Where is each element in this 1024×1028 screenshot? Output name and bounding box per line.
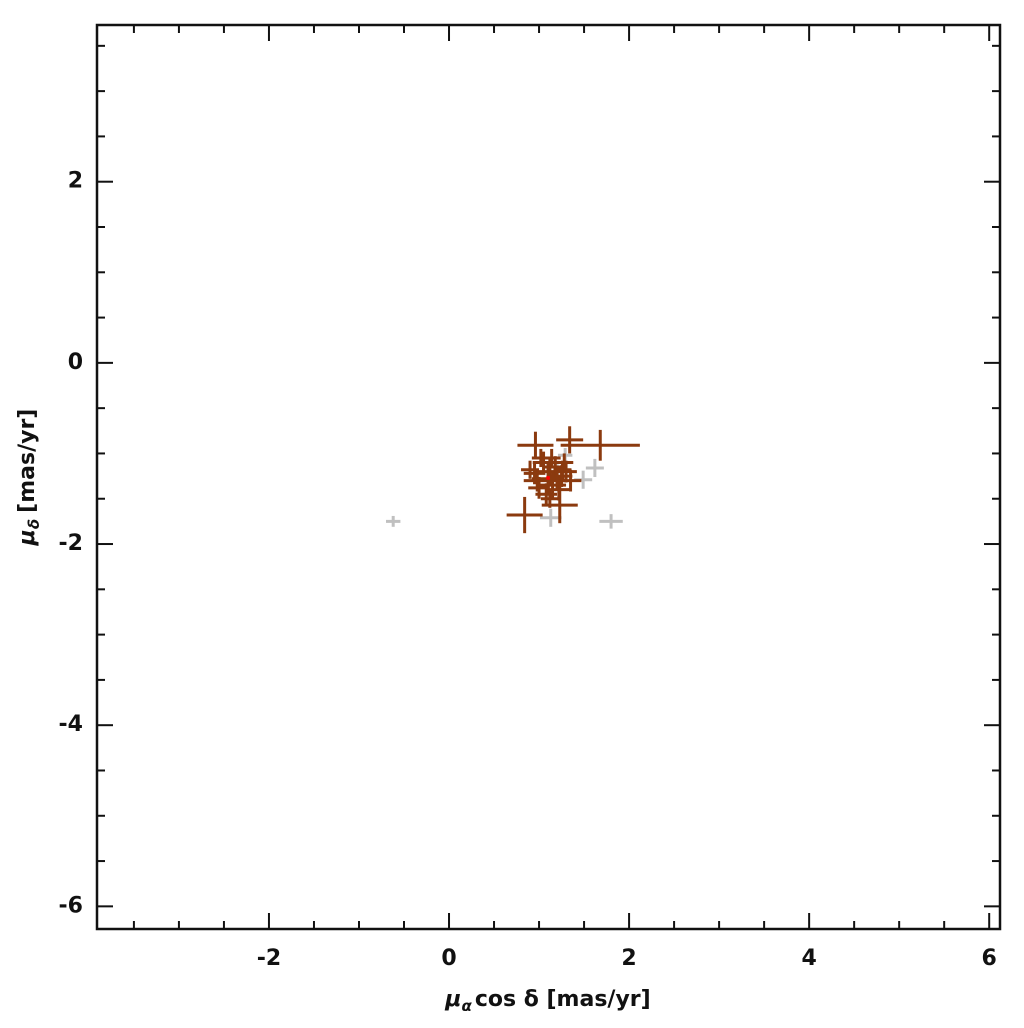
- y-tick-label: -2: [59, 531, 83, 556]
- y-tick-label: 0: [68, 350, 83, 375]
- y-label-sub: δ: [25, 519, 43, 529]
- y-tick-label: -6: [59, 893, 83, 918]
- x-tick-label: 2: [621, 946, 636, 971]
- x-tick-label: -2: [257, 946, 281, 971]
- y-label-symbol: μ: [15, 529, 40, 546]
- x-label-symbol: μ: [444, 987, 461, 1012]
- x-tick-label: 6: [982, 946, 997, 971]
- x-label-sub: α: [462, 997, 473, 1015]
- y-label-rest: [mas/yr]: [15, 409, 40, 513]
- x-tick-label: 4: [801, 946, 816, 971]
- y-tick-label: 2: [68, 169, 83, 194]
- y-axis-label: μδ [mas/yr]: [15, 409, 43, 547]
- x-axis-label: μα cos δ [mas/yr]: [444, 987, 650, 1015]
- y-tick-label: -4: [59, 712, 83, 737]
- plot-frame: [95, 23, 1002, 931]
- x-tick-label: 0: [441, 946, 456, 971]
- x-label-rest: cos δ [mas/yr]: [475, 987, 651, 1012]
